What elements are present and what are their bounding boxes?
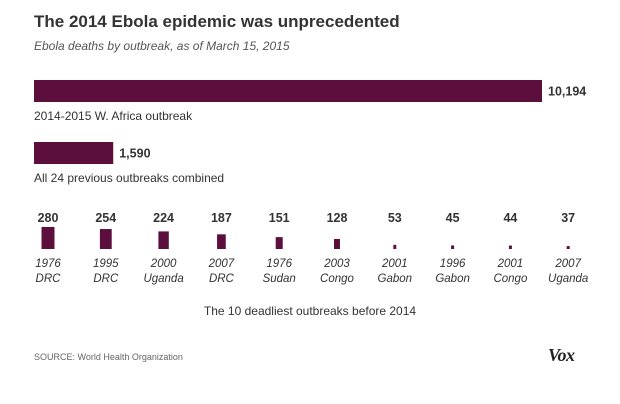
outbreak-year-label-6: 2003	[323, 258, 350, 270]
outbreak-place-label-9: Congo	[493, 273, 527, 285]
outbreak-bar-3	[158, 231, 169, 249]
outbreak-value-label-8: 45	[446, 211, 460, 225]
outbreak-value-label-3: 224	[153, 211, 174, 225]
outbreak-year-label-1: 1976	[35, 258, 61, 270]
outbreak-year-label-9: 2001	[497, 258, 524, 270]
outbreak-place-label-4: DRC	[209, 273, 235, 285]
outbreak-value-label-9: 44	[503, 211, 517, 225]
bar-category-label-1: 2014-2015 W. Africa outbreak	[34, 109, 193, 123]
outbreak-value-label-2: 254	[95, 211, 116, 225]
vox-logo: Vox	[548, 345, 575, 365]
outbreak-year-label-5: 1976	[266, 258, 292, 270]
outbreak-bar-7	[393, 244, 397, 249]
outbreak-bar-2	[99, 229, 112, 249]
outbreak-year-label-7: 2001	[381, 258, 408, 270]
outbreak-value-label-1: 280	[38, 211, 59, 225]
horizontal-bar-2	[34, 142, 114, 164]
outbreaks-caption: The 10 deadliest outbreaks before 2014	[204, 304, 416, 318]
outbreak-bar-10	[566, 246, 570, 249]
outbreak-value-label-4: 187	[211, 211, 232, 225]
outbreak-bar-1	[41, 227, 55, 249]
chart-subtitle: Ebola deaths by outbreak, as of March 15…	[34, 39, 290, 53]
chart-title: The 2014 Ebola epidemic was unprecedente…	[34, 12, 400, 31]
outbreak-place-label-7: Gabon	[378, 273, 413, 285]
outbreak-place-label-10: Uganda	[548, 273, 588, 285]
bar-value-label-2: 1,590	[119, 147, 150, 161]
outbreak-year-label-8: 1996	[440, 258, 466, 270]
outbreak-value-label-7: 53	[388, 211, 402, 225]
source-note: SOURCE: World Health Organization	[34, 352, 183, 362]
outbreak-place-label-1: DRC	[36, 273, 62, 285]
outbreak-year-label-10: 2007	[554, 258, 581, 270]
outbreak-year-label-2: 1995	[93, 258, 119, 270]
outbreak-bar-8	[451, 245, 455, 249]
outbreak-bar-4	[217, 234, 226, 249]
bar-value-label-1: 10,194	[548, 85, 586, 99]
outbreak-bar-6	[334, 238, 340, 249]
outbreak-place-label-8: Gabon	[435, 273, 470, 285]
outbreak-year-label-4: 2007	[208, 258, 235, 270]
outbreak-value-label-5: 151	[269, 211, 290, 225]
outbreak-place-label-3: Uganda	[143, 273, 183, 285]
bar-category-label-2: All 24 previous outbreaks combined	[34, 171, 224, 185]
outbreak-bar-9	[508, 245, 512, 249]
outbreak-bar-5	[275, 237, 283, 249]
outbreak-value-label-6: 128	[327, 211, 348, 225]
outbreak-place-label-2: DRC	[93, 273, 119, 285]
chart-card	[20, 6, 600, 388]
outbreak-place-label-5: Sudan	[263, 273, 296, 285]
outbreak-place-label-6: Congo	[320, 273, 354, 285]
horizontal-bar-1	[34, 80, 542, 102]
outbreak-value-label-10: 37	[561, 211, 575, 225]
outbreak-year-label-3: 2000	[150, 258, 177, 270]
